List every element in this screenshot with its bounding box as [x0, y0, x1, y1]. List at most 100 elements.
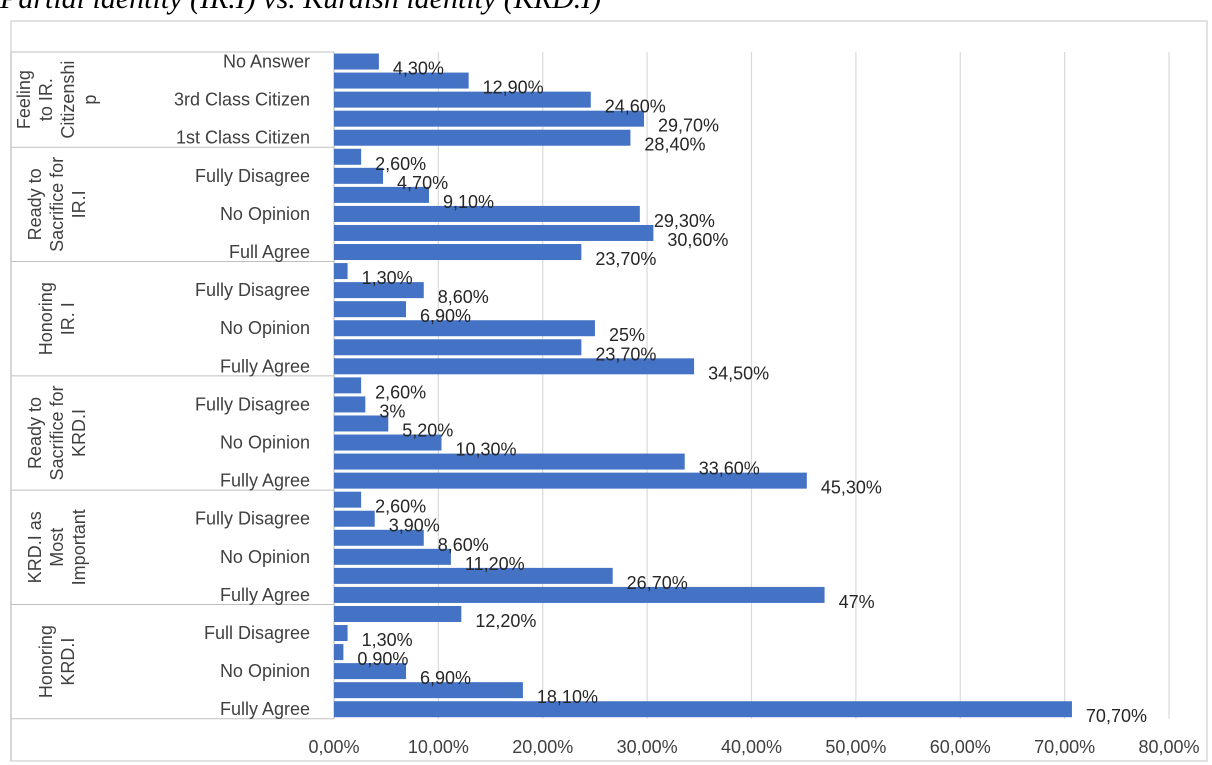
group-label: Ready to Sacrifice for KRD.I	[25, 385, 89, 480]
group-label: Feeling to IR. Citizenshi p	[14, 61, 100, 139]
data-label: 9,10%	[443, 192, 494, 212]
group-label-line: Ready to	[25, 168, 45, 240]
data-label: 8,60%	[438, 535, 489, 555]
data-label: 12,90%	[483, 78, 544, 98]
group-label-line: Important	[69, 509, 89, 585]
data-label: 18,10%	[537, 687, 598, 707]
bar	[334, 91, 591, 108]
category-label: Fully Disagree	[195, 280, 310, 300]
category-label: Fully Agree	[220, 471, 310, 491]
data-label: 8,60%	[438, 287, 489, 307]
group-label: Ready to Sacrifice for IR.I	[25, 157, 89, 252]
data-label: 0,90%	[357, 649, 408, 669]
bar	[334, 186, 429, 203]
bar	[334, 644, 344, 661]
bar	[334, 244, 582, 261]
group-label: Honoring KRD.I	[36, 625, 78, 698]
bar	[334, 472, 807, 489]
bar	[334, 358, 695, 375]
x-tick-label: 20,00%	[512, 737, 573, 757]
bar	[334, 148, 362, 165]
category-label: 3rd Class Citizen	[174, 90, 310, 110]
category-label: No Opinion	[220, 547, 310, 567]
data-label: 24,60%	[605, 97, 666, 117]
data-label: 11,20%	[465, 554, 525, 574]
data-label: 45,30%	[821, 478, 882, 498]
bar	[334, 567, 613, 584]
bar	[334, 377, 362, 394]
bar	[334, 320, 595, 337]
bar	[334, 110, 644, 127]
group-label-line: Feeling	[14, 70, 34, 129]
bar	[334, 682, 523, 699]
bar	[334, 605, 462, 622]
group-label-line: Sacrifice for	[47, 385, 67, 480]
category-label: Fully Disagree	[195, 509, 310, 529]
data-label: 10,30%	[456, 440, 517, 460]
bar	[334, 586, 825, 603]
bar	[334, 396, 366, 413]
bar	[334, 224, 654, 241]
data-label: 4,70%	[397, 173, 448, 193]
data-label: 26,70%	[627, 573, 688, 593]
data-label: 3,90%	[389, 516, 440, 536]
x-tick-label: 80,00%	[1138, 737, 1199, 757]
data-label: 28,40%	[644, 135, 705, 155]
group-label-line: Ready to	[25, 397, 45, 469]
data-label: 25%	[609, 325, 645, 345]
bar	[334, 263, 348, 280]
category-label: No Opinion	[220, 204, 310, 224]
bar	[334, 72, 469, 89]
group-label-line: IR.I	[69, 190, 89, 218]
data-label: 5,20%	[402, 420, 453, 440]
data-label: 4,30%	[393, 59, 444, 79]
group-label-line: IR. I	[58, 302, 78, 335]
x-tick-label: 70,00%	[1034, 737, 1095, 757]
bar	[334, 548, 451, 565]
data-label: 70,70%	[1086, 706, 1147, 726]
data-label: 29,70%	[658, 116, 719, 136]
data-label: 47%	[839, 592, 875, 612]
bar	[334, 167, 384, 184]
data-label: 23,70%	[595, 249, 656, 269]
bar	[334, 129, 631, 146]
group-label-line: Honoring	[36, 282, 56, 355]
category-label: Fully Agree	[220, 699, 310, 719]
category-label: Fully Agree	[220, 356, 310, 376]
data-label: 6,90%	[420, 668, 471, 688]
bar	[334, 53, 379, 70]
bar	[334, 282, 424, 299]
group-label-line: Most	[47, 528, 67, 567]
category-label: No Opinion	[220, 318, 310, 338]
bar	[334, 301, 407, 318]
group-label-line: to IR.	[36, 78, 56, 121]
data-label: 2,60%	[375, 382, 426, 402]
category-label: Full Disagree	[204, 623, 310, 643]
group-label: KRD.I as Most Important	[25, 509, 89, 585]
data-label: 1,30%	[362, 630, 413, 650]
x-tick-label: 40,00%	[721, 737, 782, 757]
x-tick-label: 50,00%	[825, 737, 886, 757]
bar	[334, 625, 348, 642]
data-label: 2,60%	[375, 154, 426, 174]
data-label: 29,30%	[654, 211, 715, 231]
bar	[334, 529, 424, 546]
category-label: 1st Class Citizen	[176, 128, 310, 148]
x-tick-label: 60,00%	[930, 737, 991, 757]
category-label: No Opinion	[220, 433, 310, 453]
group-label-line: Sacrifice for	[47, 157, 67, 252]
bars	[334, 53, 1072, 718]
group-label-line: p	[80, 95, 100, 105]
x-tick-label: 30,00%	[617, 737, 678, 757]
bar	[334, 491, 362, 508]
group-label-line: Citizenshi	[58, 61, 78, 139]
bar	[334, 701, 1072, 718]
bar	[334, 339, 582, 356]
group-label-line: KRD.I	[58, 638, 78, 686]
group-label-line: KRD.I	[69, 409, 89, 457]
category-label: Fully Disagree	[195, 166, 310, 186]
bar	[334, 434, 442, 451]
bar	[334, 205, 640, 222]
